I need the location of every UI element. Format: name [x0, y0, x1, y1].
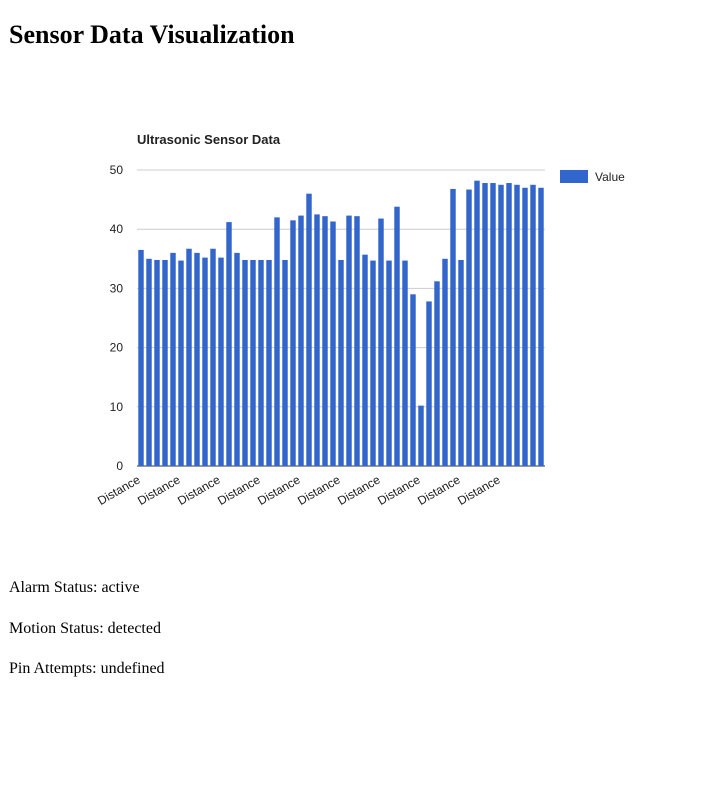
bar — [266, 259, 272, 466]
bar — [394, 206, 400, 466]
bar — [362, 254, 368, 466]
bar — [274, 217, 280, 466]
bar — [298, 215, 304, 466]
bar — [226, 222, 232, 466]
bar — [154, 259, 160, 466]
y-tick-label: 50 — [110, 163, 124, 177]
y-tick-label: 0 — [116, 459, 123, 473]
bar — [146, 258, 152, 466]
bar — [450, 188, 456, 466]
x-tick-label: Distance — [415, 472, 463, 508]
chart: Ultrasonic Sensor Data 0 10 20 30 40 50 Distan… — [95, 132, 625, 508]
bar — [530, 184, 536, 467]
x-tick-label: Distance — [135, 472, 183, 508]
bar — [258, 259, 264, 466]
bar — [186, 248, 192, 466]
y-tick-label: 10 — [110, 400, 124, 414]
page-title: Sensor Data Visualization — [9, 20, 295, 49]
motion-status: Motion Status: detected — [9, 620, 161, 637]
bar — [250, 259, 256, 466]
bar — [466, 189, 472, 466]
alarm-status: Alarm Status: active — [9, 579, 140, 596]
bar — [498, 184, 504, 467]
x-tick-label: Distance — [335, 472, 383, 508]
bar — [306, 193, 312, 466]
x-tick-label: Distance — [215, 472, 263, 508]
y-tick-label: 30 — [110, 281, 124, 295]
bar — [194, 252, 200, 466]
bar — [490, 183, 496, 467]
bar — [458, 259, 464, 466]
bar — [170, 252, 176, 466]
bar — [418, 405, 424, 466]
bar — [410, 294, 416, 466]
y-tick-label: 20 — [110, 341, 124, 355]
bar — [210, 248, 216, 466]
bar — [442, 258, 448, 466]
bar — [178, 260, 184, 466]
bar — [234, 252, 240, 466]
x-tick-label: Distance — [255, 472, 303, 508]
bar — [402, 260, 408, 466]
bar — [202, 257, 208, 466]
bar — [290, 220, 296, 466]
x-tick-label: Distance — [95, 472, 143, 508]
bar — [346, 215, 352, 466]
bar — [426, 301, 432, 466]
bar — [522, 187, 528, 466]
legend-label: Value — [595, 170, 625, 184]
x-tick-label: Distance — [375, 472, 423, 508]
bar — [218, 257, 224, 466]
legend-swatch — [560, 170, 588, 183]
bar — [378, 218, 384, 466]
bar — [482, 183, 488, 467]
x-tick-label: Distance — [295, 472, 343, 508]
bar — [506, 183, 512, 467]
bar — [474, 180, 480, 466]
chart-title: Ultrasonic Sensor Data — [137, 132, 281, 147]
bar — [162, 259, 168, 466]
bar — [138, 249, 144, 466]
bar — [514, 184, 520, 467]
x-tick-label: Distance — [175, 472, 223, 508]
bar — [434, 281, 440, 466]
bar — [314, 214, 320, 466]
x-tick-label: Distance — [455, 472, 503, 508]
bar — [354, 216, 360, 466]
bar — [242, 259, 248, 466]
bar — [386, 260, 392, 466]
pin-attempts: Pin Attempts: undefined — [9, 660, 165, 677]
bar — [282, 259, 288, 466]
y-tick-label: 40 — [110, 222, 124, 236]
bar — [370, 260, 376, 466]
bar — [322, 216, 328, 466]
bar — [338, 259, 344, 466]
bar — [538, 187, 544, 466]
bar — [330, 221, 336, 466]
